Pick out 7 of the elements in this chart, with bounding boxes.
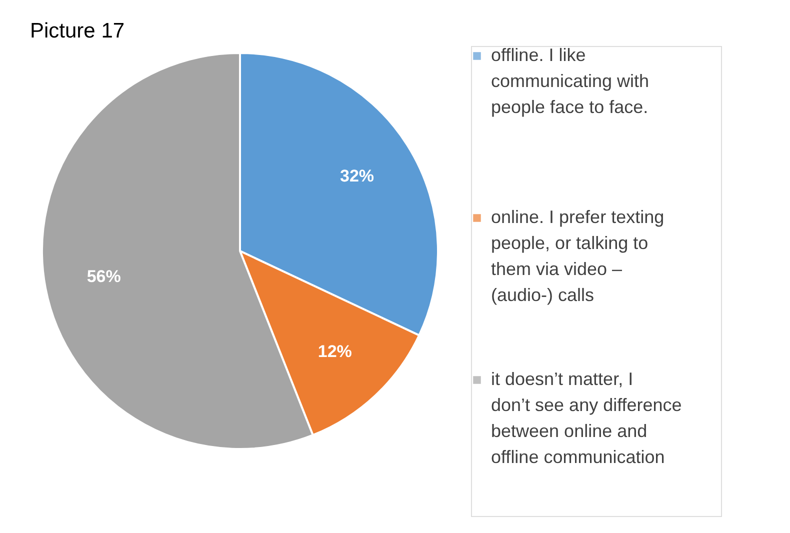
data-label: 12% <box>318 342 352 362</box>
data-label: 32% <box>340 166 374 186</box>
data-label: 56% <box>86 266 121 286</box>
legend-label: offline. I like communicating with people face to face. <box>491 45 650 117</box>
legend-label: it doesn’t matter, I don’t see any difference between online and offline communication <box>491 369 682 467</box>
legend-label: online. I prefer texting people, or talking to them via video – (audio-) calls <box>491 207 664 305</box>
chart-title: Picture 17 <box>30 20 125 42</box>
